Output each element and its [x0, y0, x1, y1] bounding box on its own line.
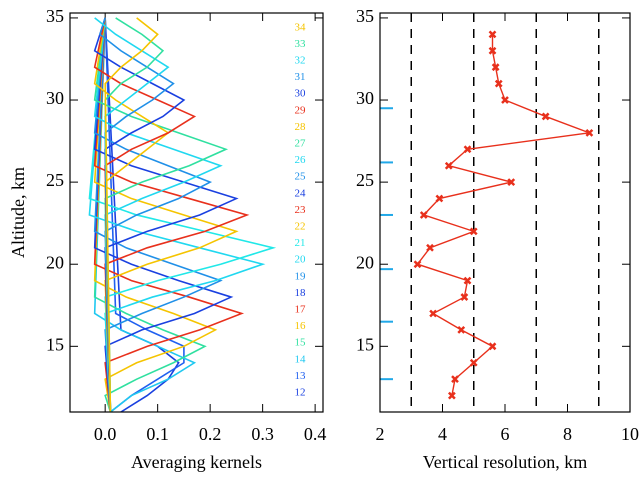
kernel-line	[93, 17, 229, 412]
legend-label: 12	[295, 387, 306, 399]
y-tick-label: 20	[46, 252, 64, 272]
legend-label: 23	[295, 204, 307, 216]
x-tick-label: 10	[621, 424, 639, 444]
y-tick-label: 25	[356, 170, 374, 190]
legend-label: 15	[295, 337, 307, 349]
legend-label: 24	[295, 187, 307, 199]
x-axis-title: Vertical resolution, km	[423, 452, 587, 472]
resolution-point	[451, 375, 459, 384]
resolution-point	[488, 46, 497, 55]
resolution-point	[435, 194, 444, 203]
resolution-point	[429, 309, 438, 318]
legend-label: 17	[295, 304, 307, 316]
resolution-point	[469, 227, 478, 236]
resolution-point	[491, 63, 500, 72]
plot-frame	[379, 12, 631, 413]
y-tick-label: 30	[46, 88, 64, 108]
resolution-point	[494, 79, 503, 88]
kernel-line	[94, 17, 170, 412]
x-tick-label: 8	[563, 424, 572, 444]
resolution-point	[507, 178, 516, 187]
resolution-point	[469, 358, 478, 367]
kernel-line	[98, 17, 175, 412]
kernel-line	[93, 17, 223, 412]
legend-label: 26	[295, 154, 307, 166]
resolution-point	[501, 96, 509, 104]
y-tick-label: 35	[356, 6, 374, 26]
y-tick-label: 20	[356, 252, 374, 272]
y-tick-label: 30	[356, 88, 374, 108]
kernel-line	[93, 17, 197, 412]
y-tick-label: 15	[46, 334, 64, 354]
resolution-point	[447, 391, 456, 400]
resolution-point	[426, 243, 434, 252]
legend-label: 14	[295, 353, 307, 365]
legend-label: 19	[295, 270, 307, 282]
legend-label: 22	[295, 221, 306, 233]
legend-label: 28	[295, 121, 307, 133]
y-tick-label: 25	[46, 170, 64, 190]
legend-label: 29	[295, 104, 307, 116]
legend-label: 34	[295, 21, 307, 33]
resolution-point	[488, 30, 497, 39]
x-tick-label: 2	[376, 424, 385, 444]
legend-label: 21	[295, 237, 306, 249]
legend-label: 33	[295, 38, 307, 50]
y-axis-title: Altitude, km	[8, 167, 28, 258]
kernel-line	[93, 17, 223, 412]
legend-label: 25	[295, 171, 307, 183]
legend-label: 32	[295, 55, 306, 67]
resolution-point	[444, 161, 453, 170]
kernel-line	[104, 17, 159, 412]
legend-label: 31	[295, 71, 306, 83]
x-tick-label: 0.0	[94, 424, 117, 444]
plot-frame	[69, 12, 324, 413]
y-tick-label: 15	[356, 334, 374, 354]
kernel-line	[93, 17, 245, 412]
x-tick-label: 0.2	[199, 424, 222, 444]
kernel-line	[93, 17, 186, 412]
legend-label: 20	[295, 254, 307, 266]
resolution-point	[463, 276, 472, 285]
x-tick-label: 4	[438, 424, 447, 444]
x-tick-label: 6	[501, 424, 510, 444]
legend-label: 30	[295, 88, 307, 100]
resolution-point	[541, 112, 550, 121]
kernel-line	[104, 17, 180, 412]
x-axis-title: Averaging kernels	[131, 452, 262, 472]
resolution-point	[463, 145, 472, 154]
x-tick-label: 0.4	[304, 424, 327, 444]
legend-label: 16	[295, 320, 307, 332]
x-tick-label: 0.3	[251, 424, 274, 444]
y-tick-label: 35	[46, 6, 64, 26]
resolution-line	[416, 34, 590, 396]
kernel-line	[104, 17, 165, 412]
x-tick-label: 0.1	[146, 424, 169, 444]
legend-label: 13	[295, 370, 307, 382]
legend-label: 18	[295, 287, 307, 299]
resolution-point	[413, 260, 422, 269]
resolution-point	[488, 342, 497, 351]
resolution-point	[457, 326, 466, 334]
legend-label: 27	[295, 138, 307, 150]
kernel-line	[93, 17, 197, 412]
resolution-point	[419, 211, 428, 219]
resolution-point	[460, 293, 469, 301]
resolution-point	[585, 128, 594, 137]
